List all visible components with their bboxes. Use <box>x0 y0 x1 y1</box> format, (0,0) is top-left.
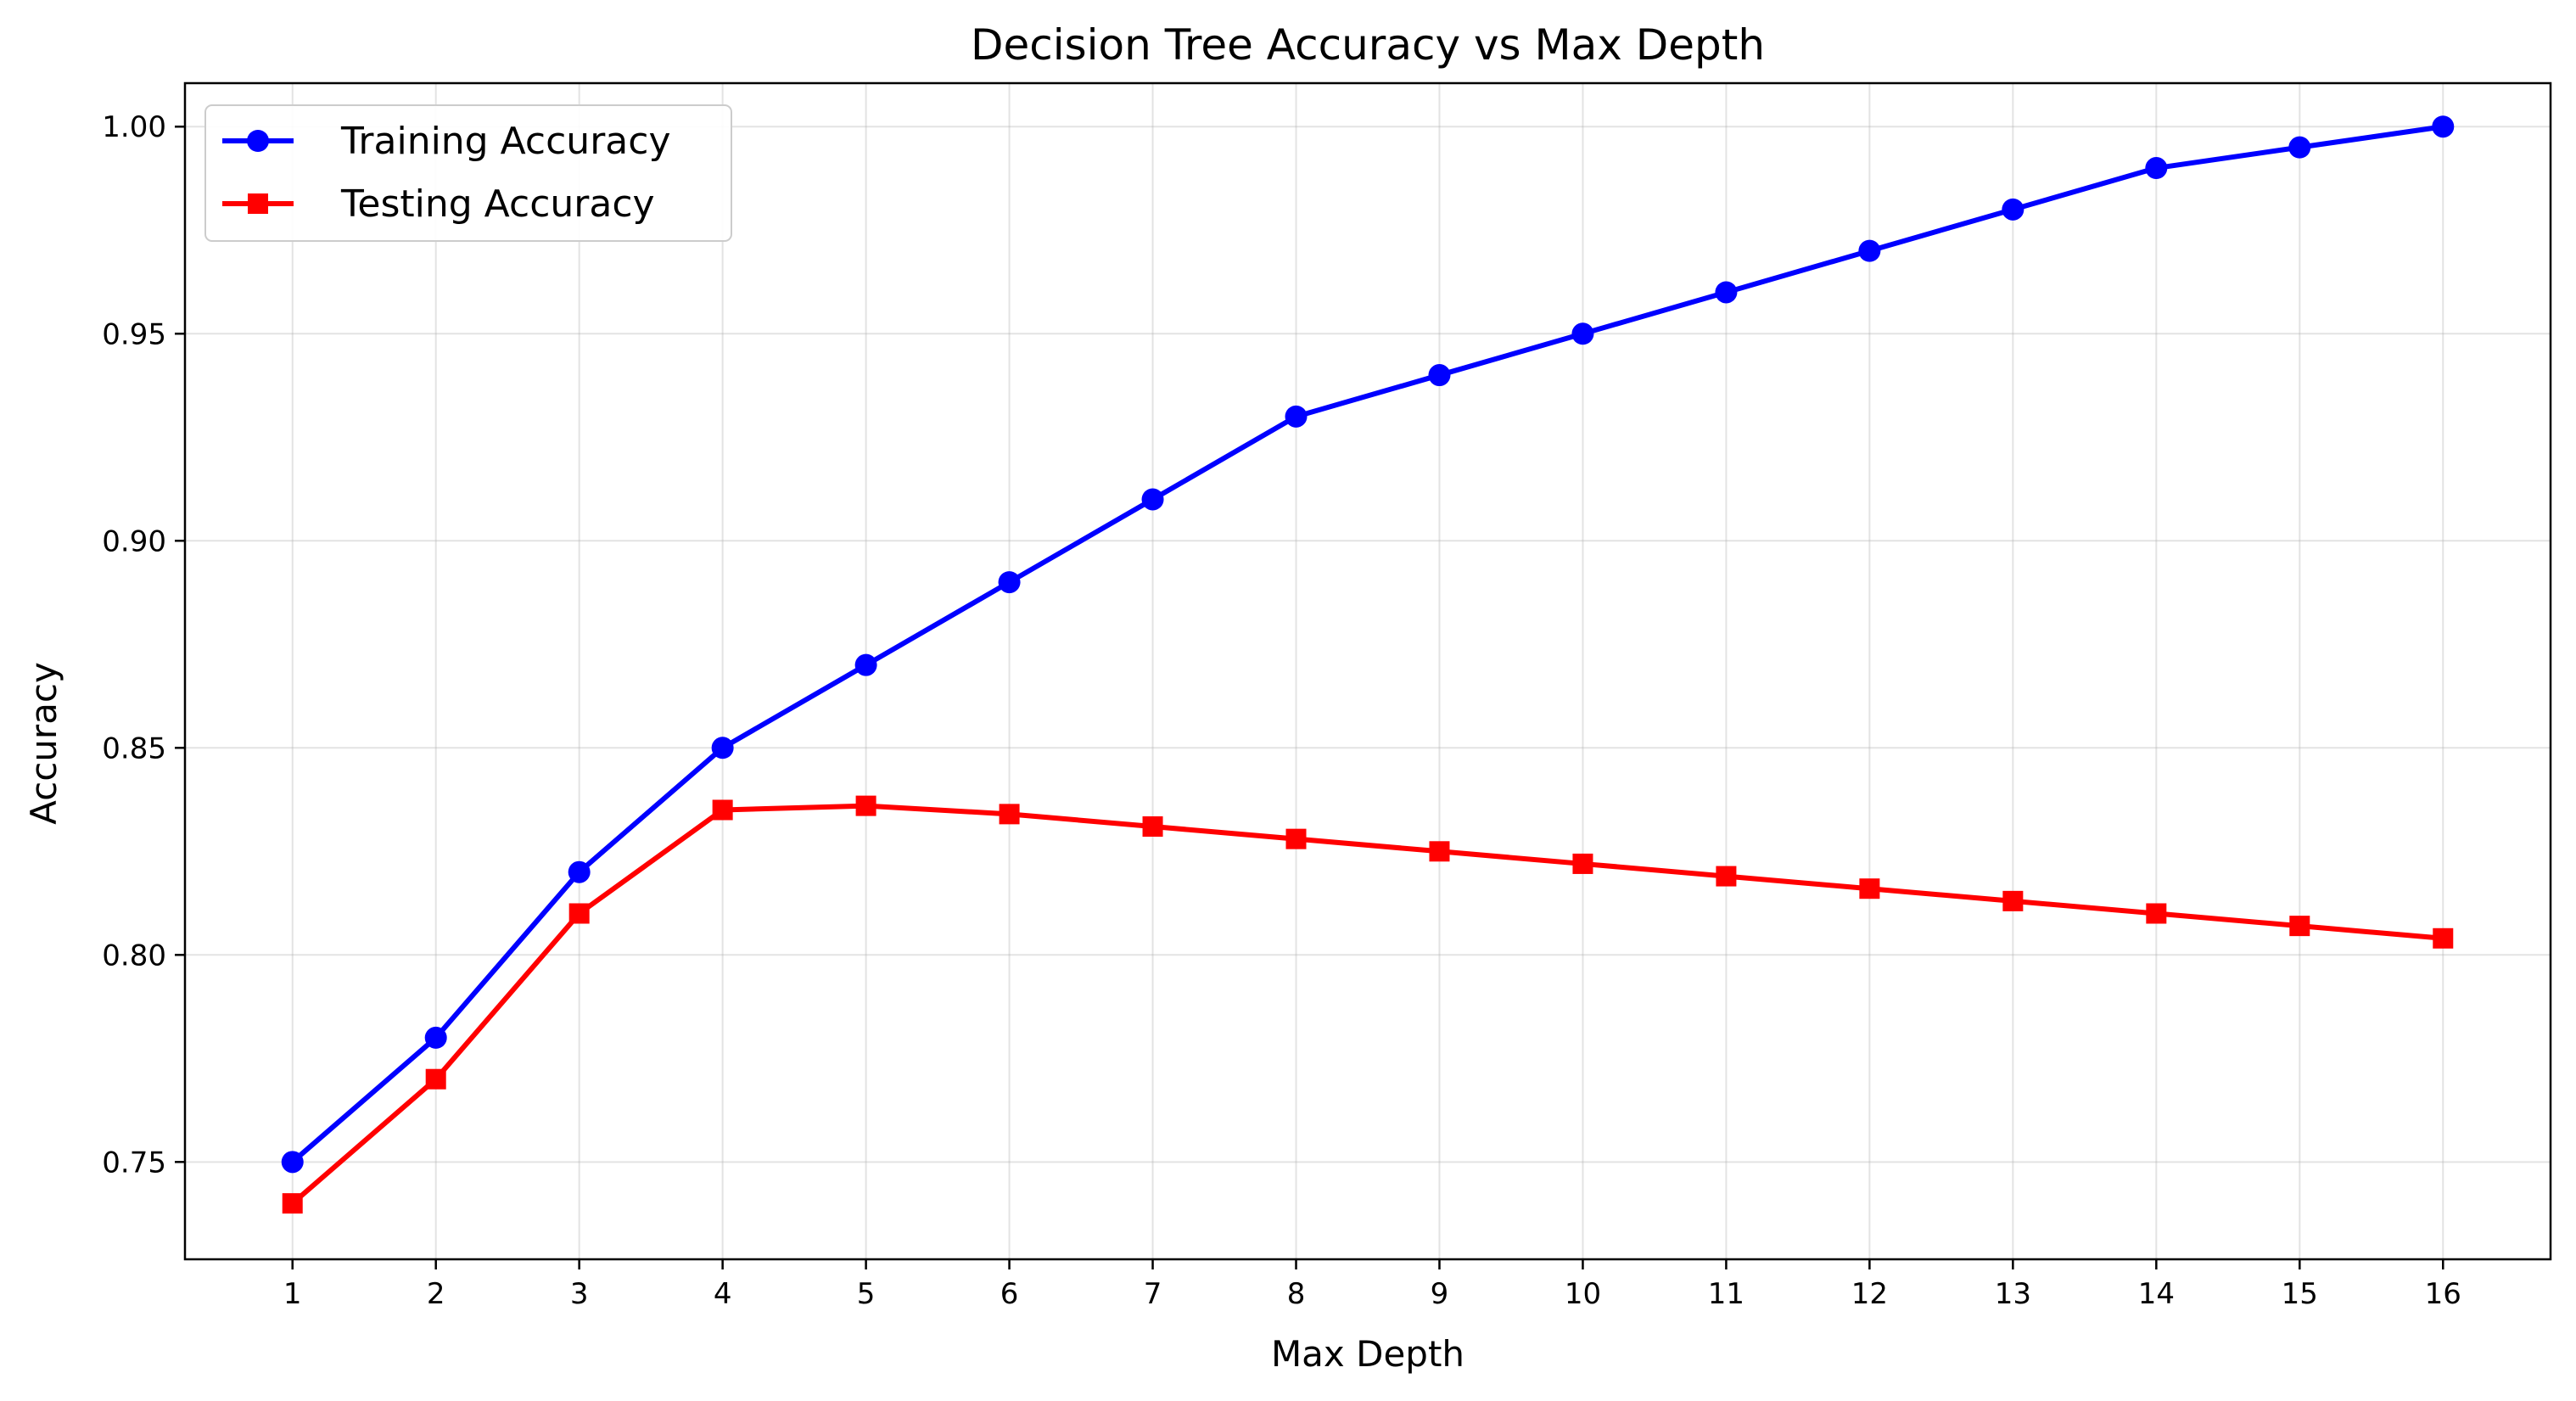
data-point <box>1141 488 1164 511</box>
legend-entry-training: Training Accuracy <box>222 120 670 163</box>
x-tick-label: 12 <box>1851 1277 1888 1311</box>
y-axis-label: Accuracy <box>23 662 64 825</box>
x-tick-label: 11 <box>1708 1277 1744 1311</box>
x-axis: 1 2 3 4 5 6 7 8 9 10 11 12 13 14 15 16 <box>283 1259 2461 1311</box>
x-tick-label: 4 <box>714 1277 732 1311</box>
y-tick-label: 0.75 <box>102 1146 166 1180</box>
series-line <box>290 124 2444 1164</box>
y-tick-label: 0.90 <box>102 524 166 558</box>
legend-label-training: Training Accuracy <box>340 120 670 163</box>
data-point <box>2145 157 2168 180</box>
series-layer <box>281 115 2455 1214</box>
data-point <box>2002 198 2024 221</box>
legend: Training Accuracy Testing Accuracy <box>204 104 732 242</box>
data-point <box>425 1068 446 1090</box>
data-point <box>855 795 876 816</box>
data-point <box>711 737 734 759</box>
y-tick-label: 1.00 <box>102 110 166 144</box>
data-point <box>2433 927 2454 949</box>
data-point <box>2002 890 2024 911</box>
legend-entry-testing: Testing Accuracy <box>222 182 655 226</box>
y-tick-label: 0.85 <box>102 731 166 765</box>
legend-marker-training <box>247 130 269 152</box>
x-tick-label: 15 <box>2282 1277 2318 1311</box>
x-tick-label: 5 <box>857 1277 876 1311</box>
x-tick-label: 3 <box>570 1277 589 1311</box>
data-point <box>854 653 877 676</box>
x-tick-label: 6 <box>1000 1277 1019 1311</box>
data-point <box>1571 322 1594 345</box>
data-point <box>424 1026 447 1049</box>
y-tick-label: 0.80 <box>102 939 166 972</box>
series-line <box>290 803 2444 1206</box>
plot-frame <box>183 81 2552 1261</box>
data-point <box>1858 239 1881 262</box>
data-point <box>1572 853 1593 874</box>
x-tick-label: 8 <box>1287 1277 1306 1311</box>
data-point <box>998 571 1021 594</box>
data-point <box>2432 115 2455 138</box>
data-point <box>1429 841 1450 862</box>
data-point <box>1428 364 1451 387</box>
y-tick-label: 0.95 <box>102 317 166 351</box>
series-testing <box>282 795 2454 1214</box>
y-axis: 0.75 0.80 0.85 0.90 0.95 1.00 <box>102 110 185 1180</box>
legend-label-testing: Testing Accuracy <box>340 182 655 226</box>
x-tick-label: 7 <box>1144 1277 1162 1311</box>
data-point <box>1285 405 1308 428</box>
x-tick-label: 2 <box>427 1277 445 1311</box>
x-tick-label: 16 <box>2425 1277 2461 1311</box>
x-tick-label: 9 <box>1431 1277 1449 1311</box>
data-point <box>2146 903 2167 924</box>
data-point <box>281 1151 304 1174</box>
data-point <box>2289 916 2310 937</box>
series-training <box>281 115 2455 1174</box>
x-tick-label: 14 <box>2138 1277 2175 1311</box>
x-axis-label: Max Depth <box>1271 1333 1464 1375</box>
x-tick-label: 13 <box>1995 1277 2031 1311</box>
data-point <box>568 860 591 883</box>
data-point <box>2288 136 2311 159</box>
data-point <box>1859 878 1880 899</box>
data-point <box>1715 281 1738 304</box>
data-point <box>1285 828 1307 849</box>
data-point <box>712 799 733 821</box>
x-tick-label: 1 <box>283 1277 302 1311</box>
data-point <box>1716 866 1737 887</box>
data-point <box>282 1193 303 1214</box>
data-point <box>999 804 1020 825</box>
grid-lines <box>185 83 2551 1259</box>
data-point <box>568 903 590 924</box>
legend-marker-testing <box>248 193 268 214</box>
data-point <box>1142 816 1163 838</box>
x-tick-label: 10 <box>1565 1277 1601 1311</box>
legend-box <box>204 104 732 242</box>
chart-title: Decision Tree Accuracy vs Max Depth <box>971 20 1765 70</box>
